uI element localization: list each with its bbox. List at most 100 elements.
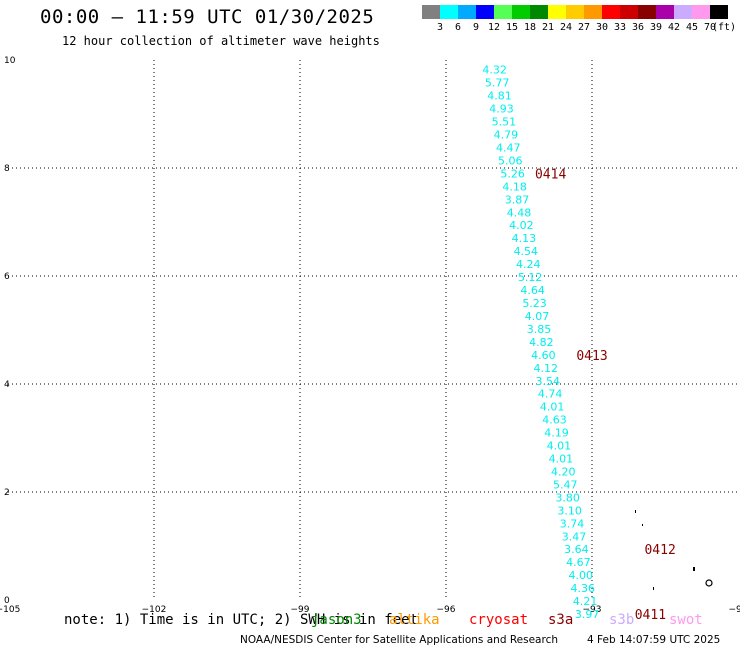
swh-value-label: 4.81: [487, 90, 512, 103]
color-scale-label: 18: [523, 22, 537, 33]
swh-value-label: 4.93: [489, 103, 514, 116]
swh-value-label: 4.01: [547, 440, 572, 453]
color-scale-label: 39: [649, 22, 663, 33]
color-scale-label: 27: [577, 22, 591, 33]
y-tick-label: 2: [4, 488, 10, 498]
y-tick-label: 10: [4, 56, 16, 66]
swh-value-label: 4.01: [540, 401, 565, 414]
island-mark: [653, 587, 654, 590]
color-scale-label: 3: [436, 22, 444, 33]
swh-value-label: 4.79: [494, 129, 519, 142]
x-tick-label: −90: [729, 605, 740, 615]
color-scale-swatch: [458, 5, 476, 19]
mission-label-s3a: s3a: [548, 612, 574, 628]
color-scale-swatch: [530, 5, 548, 19]
x-tick-label: −102: [142, 605, 167, 615]
swh-value-label: 4.54: [514, 245, 539, 258]
swh-value-label: 4.21: [573, 595, 598, 608]
credit-line: NOAA/NESDIS Center for Satellite Applica…: [240, 634, 558, 646]
swh-value-label: 3.47: [562, 530, 587, 543]
swh-value-label: 4.67: [566, 556, 591, 569]
mission-label-cryosat: cryosat: [469, 612, 529, 628]
swh-value-label: 4.82: [529, 336, 554, 349]
mission-label-swot: swot: [669, 612, 703, 628]
swh-value-label: 4.07: [525, 310, 550, 323]
swh-value-label: 4.36: [571, 582, 596, 595]
swh-value-label: 4.02: [509, 219, 534, 232]
swh-value-label: 4.60: [531, 349, 556, 362]
swh-value-label: 4.13: [512, 232, 537, 245]
x-tick-label: −105: [0, 605, 20, 615]
swh-value-label: 3.80: [555, 491, 580, 504]
color-scale-bar: [422, 5, 728, 19]
color-scale-label: 70: [703, 22, 717, 33]
swh-value-label: 3.54: [535, 375, 560, 388]
color-scale-swatch: [476, 5, 494, 19]
color-scale-label: 21: [541, 22, 555, 33]
color-scale-label: 36: [631, 22, 645, 33]
mission-label-altika: altika: [389, 612, 440, 628]
x-axis-tick-labels: −105 −102 −99 −96 −93 −90: [0, 605, 740, 615]
swh-value-label: 4.12: [534, 362, 559, 375]
island-mark: [705, 579, 713, 587]
swh-value-label: 5.47: [553, 478, 578, 491]
y-tick-label: 0: [4, 596, 10, 606]
x-tick-label: −99: [291, 605, 310, 615]
color-scale-label: 33: [613, 22, 627, 33]
color-scale-label: 9: [472, 22, 480, 33]
mission-label-s3b: s3b: [609, 612, 635, 628]
pass-time-labels: 0414 0413 0412 0411: [535, 167, 676, 623]
island-mark: [635, 510, 636, 513]
color-scale-unit: (ft): [712, 22, 737, 33]
generation-timestamp: 4 Feb 14:07:59 UTC 2025: [587, 634, 721, 646]
color-scale-label: 6: [454, 22, 462, 33]
footer-note: note: 1) Time is in UTC; 2) SWH is in fe…: [64, 612, 419, 628]
chart-title: 00:00 – 11:59 UTC 01/30/2025: [40, 6, 375, 28]
color-scale-label: 12: [487, 22, 501, 33]
color-scale-label: 30: [595, 22, 609, 33]
grid-lines: [8, 60, 738, 600]
swh-value-label: 3.64: [564, 543, 589, 556]
chart-subtitle: 12 hour collection of altimeter wave hei…: [62, 34, 380, 48]
swh-value-label: 3.85: [527, 323, 552, 336]
mission-label-jason3: jason3: [311, 612, 362, 628]
swh-value-label: 5.26: [500, 167, 525, 180]
swh-value-label: 4.48: [507, 206, 532, 219]
color-scale-label: 24: [559, 22, 573, 33]
y-tick-label: 8: [4, 164, 10, 174]
coastline-marks: [635, 510, 713, 590]
swh-value-label: 4.01: [549, 453, 574, 466]
color-scale-swatch: [584, 5, 602, 19]
color-scale-swatch: [674, 5, 692, 19]
color-scale-swatch: [602, 5, 620, 19]
swh-value-label: 4.20: [551, 465, 576, 478]
swh-value-label: 5.51: [492, 116, 517, 129]
island-mark: [693, 567, 695, 571]
color-scale-swatch: [440, 5, 458, 19]
color-scale-swatch: [422, 5, 440, 19]
color-scale-swatch: [692, 5, 710, 19]
x-tick-label: −96: [437, 605, 456, 615]
swh-value-label: 3.10: [557, 504, 582, 517]
swh-value-label: 4.18: [502, 180, 527, 193]
swh-value-label: 5.77: [485, 77, 510, 90]
color-scale-swatch: [620, 5, 638, 19]
color-scale-label: 42: [667, 22, 681, 33]
swh-value-label: 3.97: [575, 608, 600, 621]
swh-value-label: 5.06: [498, 154, 523, 167]
swh-value-label: 3.74: [560, 517, 585, 530]
color-scale-swatch: [656, 5, 674, 19]
color-scale-swatch: [566, 5, 584, 19]
y-axis-tick-labels: 0 2 4 6 8 10: [4, 56, 16, 606]
swh-value-label: 5.23: [522, 297, 547, 310]
y-tick-label: 4: [4, 380, 10, 390]
color-scale-label: 15: [505, 22, 519, 33]
y-tick-label: 6: [4, 272, 10, 282]
color-scale-swatch: [512, 5, 530, 19]
swh-value-labels: 4.325.774.814.935.514.794.475.065.264.18…: [482, 64, 599, 621]
color-scale-swatch: [548, 5, 566, 19]
swh-value-label: 4.63: [542, 414, 567, 427]
swh-value-label: 4.00: [569, 569, 594, 582]
color-scale-swatch: [638, 5, 656, 19]
color-scale-swatch: [494, 5, 512, 19]
